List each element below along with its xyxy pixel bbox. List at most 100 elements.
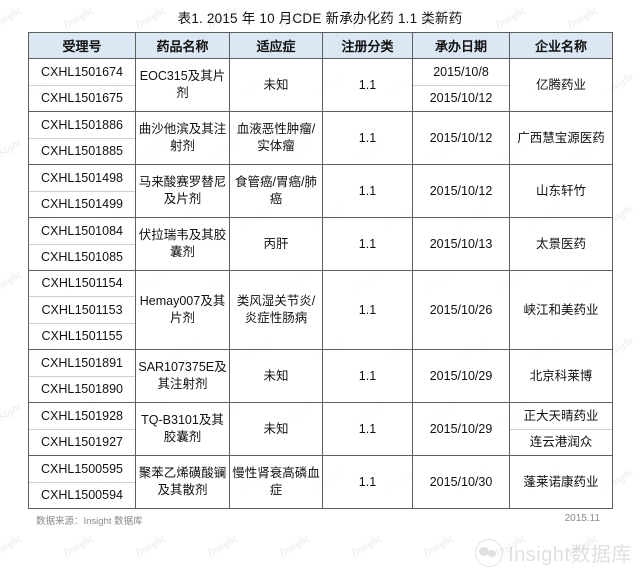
cell-acceptance-number-part: CXHL1501891 [29, 350, 135, 377]
cell-accept-date-text: 2015/10/12 [429, 183, 493, 198]
cell-company-text: 广西慧宝源医药 [517, 130, 605, 145]
cell-company: 峡江和美药业 [509, 270, 613, 350]
cell-classification: 1.1 [322, 217, 413, 271]
cell-drug-name-text: TQ-B3101及其胶囊剂 [141, 413, 224, 444]
cell-acceptance-number: CXHL1500595 CXHL1500594 [28, 455, 136, 509]
cell-drug-name: 曲沙他滨及其注射剂 [135, 111, 230, 165]
cell-company-text: 山东轩竹 [535, 183, 586, 198]
cell-acceptance-number-part: CXHL1501675 [40, 91, 123, 106]
cell-acceptance-number-part: CXHL1500594 [40, 488, 123, 503]
cell-drug-name: TQ-B3101及其胶囊剂 [135, 402, 230, 456]
table-row: CXHL1501891 CXHL1501890 SAR107375E及其注射剂 未知 1… [28, 349, 613, 403]
cell-acceptance-number-part: CXHL1501154 [29, 271, 135, 298]
cell-drug-name-text: SAR107375E及其注射剂 [138, 360, 227, 391]
table-row: CXHL1501084 CXHL1501085 伏拉瑞韦及其胶囊剂 丙肝 1.1 2015… [28, 217, 613, 271]
cell-accept-date: 2015/10/29 [412, 402, 510, 456]
cell-classification-text: 1.1 [358, 302, 377, 317]
cell-drug-name-text: Hemay007及其片剂 [139, 294, 226, 325]
cell-accept-date: 2015/10/8 2015/10/12 [412, 58, 510, 112]
cell-acceptance-number-part: CXHL1501498 [29, 165, 135, 192]
cell-indication: 血液恶性肿瘤/实体瘤 [229, 111, 323, 165]
table-row: CXHL1501674 CXHL1501675 EOC315及其片剂 未知 1.1 201… [28, 58, 613, 112]
table-row: CXHL1501154 CXHL1501153 CXHL1501155 Hemay00… [28, 270, 613, 350]
source-note: 数据来源：Insight 数据库 [36, 516, 143, 527]
cell-company: 正大天晴药业 连云港润众 [509, 402, 613, 456]
cell-indication-text: 未知 [263, 421, 289, 436]
cell-company-part: 连云港润众 [529, 435, 593, 450]
cell-drug-name: 伏拉瑞韦及其胶囊剂 [135, 217, 230, 271]
cell-drug-name-text: EOC315及其片剂 [139, 69, 226, 100]
cell-accept-date: 2015/10/26 [412, 270, 510, 350]
cell-acceptance-number-part: CXHL1501886 [29, 112, 135, 139]
cell-acceptance-number: CXHL1501084 CXHL1501085 [28, 217, 136, 271]
cell-drug-name: 聚苯乙烯磺酸镧及其散剂 [135, 455, 230, 509]
cell-company: 广西慧宝源医药 [509, 111, 613, 165]
cell-indication: 未知 [229, 349, 323, 403]
cell-acceptance-number-part: CXHL1501928 [29, 403, 135, 430]
cell-acceptance-number-part: CXHL1501674 [29, 59, 135, 86]
cell-indication: 未知 [229, 402, 323, 456]
cell-acceptance-number-part: CXHL1501890 [40, 382, 123, 397]
cell-drug-name: Hemay007及其片剂 [135, 270, 230, 350]
cell-company: 蓬莱诺康药业 [509, 455, 613, 509]
cell-indication: 未知 [229, 58, 323, 112]
table-row: CXHL1501928 CXHL1501927 TQ-B3101及其胶囊剂 未知 1.1… [28, 402, 613, 456]
brand-name: Insight数据库 [508, 544, 632, 566]
column-header-ind: 适应症 [229, 32, 323, 59]
cell-acceptance-number: CXHL1501886 CXHL1501885 [28, 111, 136, 165]
cell-acceptance-number-part: CXHL1501085 [40, 250, 123, 265]
cell-accept-date: 2015/10/29 [412, 349, 510, 403]
cell-indication-text: 血液恶性肿瘤/实体瘤 [236, 122, 316, 153]
column-header-id: 受理号 [28, 32, 136, 59]
cell-accept-date-text: 2015/10/26 [429, 302, 493, 317]
cell-acceptance-number: CXHL1501891 CXHL1501890 [28, 349, 136, 403]
cell-drug-name: EOC315及其片剂 [135, 58, 230, 112]
column-header-drug: 药品名称 [135, 32, 230, 59]
cell-acceptance-number: CXHL1501928 CXHL1501927 [28, 402, 136, 456]
cell-company-text: 峡江和美药业 [523, 302, 599, 317]
cell-company-text: 蓬莱诺康药业 [523, 474, 599, 489]
cell-accept-date-text: 2015/10/29 [429, 421, 493, 436]
table-row: CXHL1500595 CXHL1500594 聚苯乙烯磺酸镧及其散剂 慢性肾衰高磷血… [28, 455, 613, 509]
cell-accept-date-text: 2015/10/30 [429, 474, 493, 489]
cell-acceptance-number-part: CXHL1501499 [40, 197, 123, 212]
cell-drug-name: SAR107375E及其注射剂 [135, 349, 230, 403]
cell-acceptance-number: CXHL1501498 CXHL1501499 [28, 164, 136, 218]
cell-accept-date-text: 2015/10/13 [429, 236, 493, 251]
chat-mascot-icon [475, 538, 504, 567]
cell-indication: 慢性肾衰高磷血症 [229, 455, 323, 509]
cell-acceptance-number-part: CXHL1500595 [29, 456, 135, 483]
cell-classification: 1.1 [322, 455, 413, 509]
cell-indication: 食管癌/胃癌/肺癌 [229, 164, 323, 218]
cell-acceptance-number-part: CXHL1501155 [41, 329, 123, 344]
cell-company-text: 北京科莱博 [529, 368, 593, 383]
table-row: CXHL1501886 CXHL1501885 曲沙他滨及其注射剂 血液恶性肿瘤/实体… [28, 111, 613, 165]
cell-company-text: 亿腾药业 [535, 77, 586, 92]
cell-acceptance-number: CXHL1501154 CXHL1501153 CXHL1501155 [28, 270, 136, 350]
brand-logo: Insight数据库 [475, 538, 632, 567]
cell-accept-date-text: 2015/10/12 [429, 130, 493, 145]
cell-indication: 丙肝 [229, 217, 323, 271]
cell-drug-name-text: 马来酸赛罗替尼及片剂 [138, 175, 227, 206]
cell-classification-text: 1.1 [358, 183, 377, 198]
column-header-date: 承办日期 [412, 32, 510, 59]
cell-classification-text: 1.1 [358, 77, 377, 92]
cell-classification: 1.1 [322, 402, 413, 456]
table-body: CXHL1501674 CXHL1501675 EOC315及其片剂 未知 1.1 201… [28, 58, 613, 509]
cell-indication-text: 未知 [263, 368, 289, 383]
cell-company: 太景医药 [509, 217, 613, 271]
table-header-row: 受理号 药品名称 适应症 注册分类 承办日期 企业名称 [28, 32, 613, 59]
cell-classification: 1.1 [322, 349, 413, 403]
cell-classification-text: 1.1 [358, 368, 377, 383]
date-stamp: 2015.11 [564, 513, 600, 524]
cell-classification-text: 1.1 [358, 130, 377, 145]
page-title: 表1. 2015 年 10 月CDE 新承办化药 1.1 类新药 [177, 11, 463, 26]
cell-classification-text: 1.1 [358, 236, 377, 251]
cell-indication-text: 食管癌/胃癌/肺癌 [235, 175, 317, 206]
cell-indication-text: 慢性肾衰高磷血症 [232, 466, 320, 497]
cell-indication: 类风湿关节炎/炎症性肠病 [229, 270, 323, 350]
cell-acceptance-number-part: CXHL1501927 [40, 435, 123, 450]
cell-acceptance-number-part: CXHL1501153 [29, 297, 135, 324]
cell-classification: 1.1 [322, 58, 413, 112]
